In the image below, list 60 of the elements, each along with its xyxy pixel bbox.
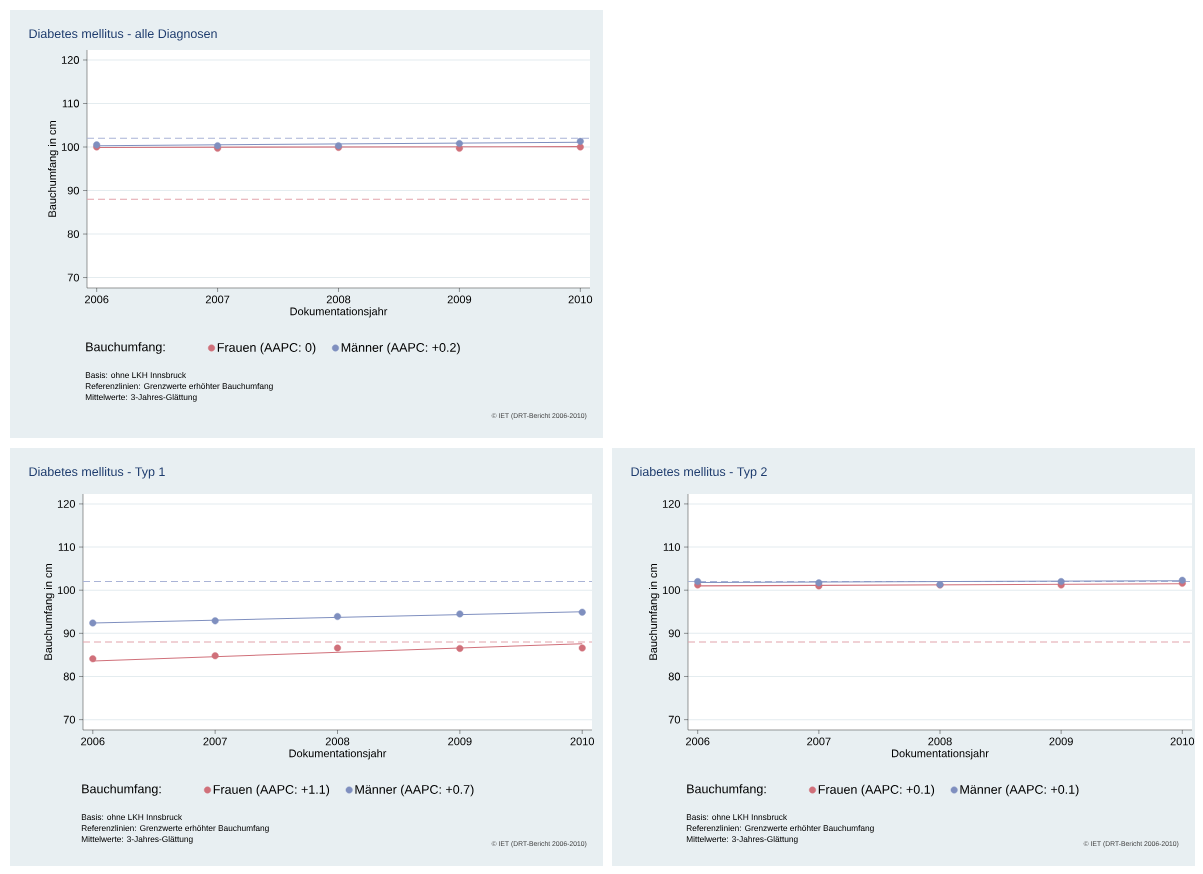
x-tick-label: 2010: [568, 295, 593, 304]
text: Basis: ohne LKH Innsbruck: [85, 371, 187, 379]
y-tick-label: 80: [668, 672, 681, 681]
text: Mittelwerte: 3-Jahres-Glättung: [85, 393, 197, 402]
y-tick-label: 110: [62, 99, 80, 108]
y-axis-title: Bauchumfang in cm: [649, 564, 660, 660]
y-tick-label: 70: [67, 273, 80, 282]
x-tick-label: 2010: [570, 737, 595, 746]
y-tick-label: 120: [61, 56, 80, 64]
x-tick-label: 2006: [84, 295, 109, 304]
x-axis-title: Dokumentationsjahr: [289, 749, 387, 760]
x-tick-label: 2008: [325, 737, 350, 746]
y-tick-label: 110: [663, 543, 681, 551]
y-axis-title: Bauchumfang in cm: [44, 564, 55, 660]
legend-label: Frauen (AAPC: +0.1): [818, 784, 935, 797]
y-tick-label: 80: [67, 230, 80, 238]
text: Basis: ohne LKH Innsbruck: [81, 813, 183, 821]
x-tick-label: 2009: [1049, 737, 1073, 746]
x-axis-title: Dokumentationsjahr: [290, 307, 388, 318]
x-tick-label: 2009: [447, 295, 472, 304]
x-tick-label: 2007: [807, 737, 831, 746]
legend-label: Männer (AAPC: +0.7): [355, 784, 474, 797]
legend-title: Bauchumfang:: [687, 784, 766, 796]
text: Mittelwerte: 3-Jahres-Glättung: [81, 835, 193, 844]
x-tick-label: 2006: [686, 737, 710, 746]
y-axis-title: Bauchumfang in cm: [48, 121, 59, 217]
legend-title: Bauchumfang:: [82, 784, 161, 796]
y-tick-label: 100: [57, 586, 76, 595]
y-tick-label: 120: [662, 500, 681, 508]
x-tick-label: 2007: [205, 295, 230, 304]
x-axis-title: Dokumentationsjahr: [892, 749, 989, 760]
text: Basis: ohne LKH Innsbruck: [686, 813, 788, 821]
legend-label: Frauen (AAPC: +1.1): [213, 784, 330, 797]
legend-label: Frauen (AAPC: 0): [217, 342, 316, 355]
chart-title: Diabetes mellitus - Typ 2: [631, 466, 767, 479]
y-tick-label: 70: [668, 715, 681, 724]
y-tick-label: 90: [67, 186, 80, 195]
x-tick-label: 2008: [326, 295, 351, 304]
x-tick-label: 2008: [928, 737, 952, 746]
y-tick-label: 100: [61, 143, 80, 151]
y-tick-label: 90: [668, 629, 681, 638]
legend-label: Männer (AAPC: +0.1): [960, 784, 1079, 797]
x-tick-label: 2010: [1170, 737, 1195, 746]
text: Referenzlinien: Grenzwerte erhöhter Bauchumfang: [686, 824, 874, 833]
legend-title: Bauchumfang:: [86, 342, 165, 354]
chart-title: Diabetes mellitus - alle Diagnosen: [29, 28, 217, 41]
x-tick-label: 2007: [203, 737, 227, 746]
y-tick-label: 120: [57, 500, 76, 508]
y-tick-label: 90: [63, 629, 76, 638]
y-tick-label: 110: [58, 543, 76, 551]
y-tick-label: 100: [662, 586, 681, 595]
chart-title: Diabetes mellitus - Typ 1: [29, 466, 165, 479]
text: Referenzlinien: Grenzwerte erhöhter Bauchumfang: [85, 382, 273, 391]
text: Mittelwerte: 3-Jahres-Glättung: [686, 835, 798, 844]
y-tick-label: 70: [63, 715, 76, 724]
y-tick-label: 80: [63, 672, 76, 681]
legend-label: Männer (AAPC: +0.2): [341, 342, 460, 355]
x-tick-label: 2009: [448, 737, 472, 746]
text: Referenzlinien: Grenzwerte erhöhter Bauchumfang: [81, 824, 269, 833]
x-tick-label: 2006: [81, 737, 105, 746]
